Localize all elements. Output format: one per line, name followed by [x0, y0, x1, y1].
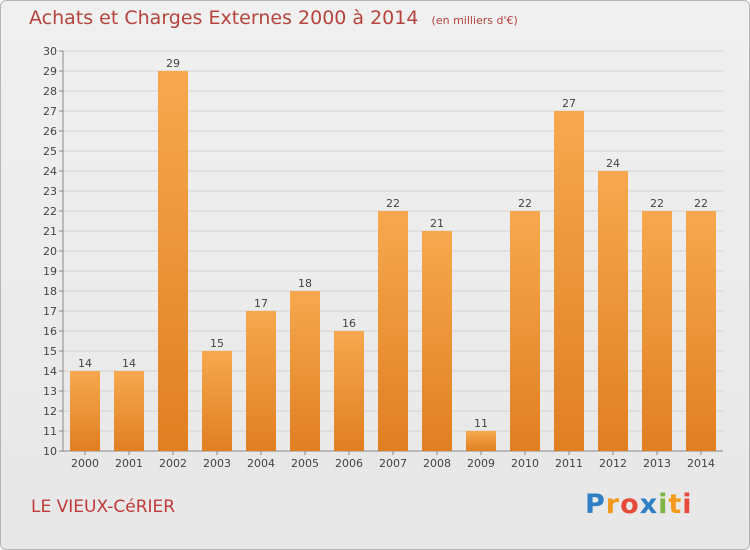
- data-label: 29: [166, 57, 180, 70]
- x-tick-label: 2007: [379, 457, 407, 470]
- chart-title: Achats et Charges Externes 2000 à 2014: [29, 7, 419, 29]
- logo-letter: P: [585, 489, 606, 520]
- bar-2008: [422, 231, 452, 451]
- logo-letter: r: [605, 489, 621, 520]
- bar-2003: [202, 351, 232, 451]
- bar-2011: [554, 111, 584, 451]
- y-tick-label: 18: [43, 285, 57, 298]
- x-tick-label: 2000: [71, 457, 99, 470]
- chart-unit: (en milliers d'€): [431, 14, 518, 27]
- y-tick-label: 10: [43, 445, 57, 458]
- title-row: Achats et Charges Externes 2000 à 2014 (…: [29, 7, 518, 29]
- data-label: 22: [518, 197, 532, 210]
- data-label: 22: [386, 197, 400, 210]
- data-label: 17: [254, 297, 268, 310]
- data-labels: 14 14 29 15 17 18 16 22 21 11 22 27 24 22 22: [78, 57, 708, 430]
- y-tick-label: 30: [43, 45, 57, 58]
- y-tick-label: 13: [43, 385, 57, 398]
- data-label: 15: [210, 337, 224, 350]
- bar-2007: [378, 211, 408, 451]
- bar-2000: [70, 371, 100, 451]
- y-tick-label: 16: [43, 325, 57, 338]
- y-tick-label: 28: [43, 85, 57, 98]
- proxiti-logo: Proxiti: [585, 489, 693, 520]
- logo-letter: o: [620, 489, 640, 520]
- x-tick-label: 2009: [467, 457, 495, 470]
- y-tick-label: 14: [43, 365, 57, 378]
- x-tick-label: 2004: [247, 457, 275, 470]
- data-label: 21: [430, 217, 444, 230]
- y-tick-label: 20: [43, 245, 57, 258]
- data-label: 18: [298, 277, 312, 290]
- data-label: 27: [562, 97, 576, 110]
- data-label: 16: [342, 317, 356, 330]
- y-tick-label: 25: [43, 145, 57, 158]
- bar-2004: [246, 311, 276, 451]
- y-tick-label: 22: [43, 205, 57, 218]
- bar-2009: [466, 431, 496, 451]
- y-tick-label: 27: [43, 105, 57, 118]
- logo-letter: i: [682, 489, 693, 520]
- bar-2010: [510, 211, 540, 451]
- bars: [70, 71, 716, 451]
- logo-letter: i: [658, 489, 669, 520]
- y-tick-label: 17: [43, 305, 57, 318]
- x-tick-label: 2003: [203, 457, 231, 470]
- x-tick-label: 2005: [291, 457, 319, 470]
- y-tick-label: 21: [43, 225, 57, 238]
- data-label: 22: [650, 197, 664, 210]
- y-tick-label: 19: [43, 265, 57, 278]
- logo-letter: t: [668, 489, 683, 520]
- bar-2002: [158, 71, 188, 451]
- y-tick-label: 24: [43, 165, 57, 178]
- x-tick-label: 2012: [599, 457, 627, 470]
- bar-2006: [334, 331, 364, 451]
- x-tick-label: 2014: [687, 457, 715, 470]
- x-tick-label: 2010: [511, 457, 539, 470]
- x-tick-label: 2001: [115, 457, 143, 470]
- data-label: 14: [122, 357, 136, 370]
- bar-2005: [290, 291, 320, 451]
- location-label: LE VIEUX-CéRIER: [31, 497, 176, 517]
- bar-2013: [642, 211, 672, 451]
- y-tick-label: 12: [43, 405, 57, 418]
- y-tick-label: 29: [43, 65, 57, 78]
- data-label: 22: [694, 197, 708, 210]
- x-tick-label: 2006: [335, 457, 363, 470]
- logo-letter: x: [639, 489, 659, 520]
- y-tick-label: 23: [43, 185, 57, 198]
- bar-2001: [114, 371, 144, 451]
- data-label: 24: [606, 157, 620, 170]
- x-tick-label: 2013: [643, 457, 671, 470]
- x-tick-label: 2011: [555, 457, 583, 470]
- y-tick-label: 15: [43, 345, 57, 358]
- data-label: 14: [78, 357, 92, 370]
- bar-2014: [686, 211, 716, 451]
- y-tick-label: 11: [43, 425, 57, 438]
- axes: 10 11 12 13 14 15 16 17 18 19 20 21 22 23 24 25 26 27 28 29…: [43, 45, 723, 470]
- y-tick-label: 26: [43, 125, 57, 138]
- bar-2012: [598, 171, 628, 451]
- data-label: 11: [474, 417, 488, 430]
- x-tick-label: 2008: [423, 457, 451, 470]
- x-tick-label: 2002: [159, 457, 187, 470]
